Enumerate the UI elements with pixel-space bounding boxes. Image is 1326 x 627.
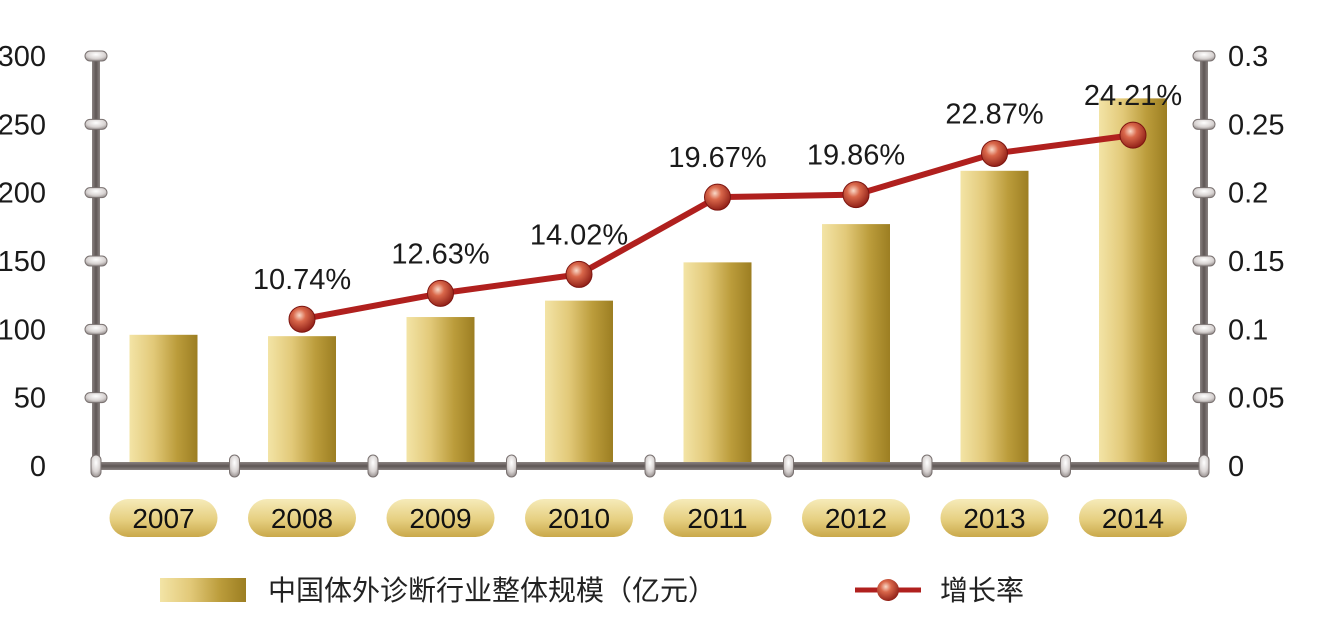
left-tick-labels: 0 50 100 150 200 250 300 bbox=[0, 41, 46, 483]
growth-marker-2008 bbox=[288, 305, 316, 333]
growth-label-2014: 24.21% bbox=[1084, 80, 1182, 112]
x-axis-knob bbox=[1198, 454, 1210, 478]
year-pill-2014: 2014 bbox=[1079, 499, 1187, 537]
year-pill-2011: 2011 bbox=[663, 499, 772, 537]
legend-line-label: 增长率 bbox=[940, 574, 1024, 607]
bar-2012 bbox=[822, 224, 890, 466]
growth-line-group: 10.74% 12.63% 14.02% 19.67% 19.86% 22.87% 24.2… bbox=[253, 80, 1182, 333]
left-tick-label: 0 bbox=[30, 451, 46, 483]
growth-marker-2009 bbox=[427, 279, 454, 307]
legend-bar-swatch bbox=[160, 578, 246, 602]
x-axis-knob bbox=[921, 454, 933, 478]
growth-label-2013: 22.87% bbox=[945, 98, 1043, 130]
right-tick-label: 0.1 bbox=[1228, 314, 1268, 346]
right-axis-knob bbox=[1192, 255, 1216, 267]
year-pill-bg bbox=[1079, 499, 1187, 537]
year-label: 2011 bbox=[687, 503, 747, 534]
year-pill-2010: 2010 bbox=[525, 499, 633, 537]
growth-marker-2012 bbox=[842, 181, 870, 209]
year-pill-bg bbox=[525, 499, 633, 537]
x-axis-knob bbox=[229, 454, 240, 478]
x-axis-knob bbox=[506, 454, 517, 478]
right-tick-label: 0.25 bbox=[1228, 109, 1284, 141]
left-axis-knob bbox=[84, 255, 108, 267]
growth-marker-2011 bbox=[704, 183, 731, 211]
bar-2014 bbox=[1099, 98, 1167, 466]
x-axis-knob bbox=[783, 454, 794, 478]
left-axis-knob bbox=[84, 187, 108, 199]
x-axis-knob bbox=[644, 454, 656, 478]
year-pill-2008: 2008 bbox=[248, 499, 356, 537]
left-tick-label: 100 bbox=[0, 314, 46, 346]
bar-2007 bbox=[129, 334, 198, 466]
year-label: 2008 bbox=[271, 503, 333, 534]
year-labels: 2007 2008 2009 2010 2011 2012 2013 2014 bbox=[109, 499, 1187, 537]
year-pill-2007: 2007 bbox=[109, 499, 218, 537]
year-pill-2012: 2012 bbox=[802, 499, 910, 537]
right-tick-label: 0.3 bbox=[1228, 41, 1268, 73]
left-axis-knob bbox=[84, 392, 108, 404]
right-tick-label: 0.2 bbox=[1228, 178, 1268, 210]
year-label: 2007 bbox=[132, 503, 194, 534]
year-label: 2012 bbox=[825, 503, 887, 534]
year-label: 2013 bbox=[963, 503, 1025, 534]
x-axis-knob bbox=[367, 454, 379, 478]
right-tick-labels: 0 0.05 0.1 0.15 0.2 0.25 0.3 bbox=[1228, 41, 1284, 483]
left-tick-label: 150 bbox=[0, 246, 46, 278]
bar-2013 bbox=[960, 170, 1029, 467]
year-pill-bg bbox=[663, 499, 772, 537]
right-axis-knob bbox=[1192, 118, 1216, 130]
right-axis-knob bbox=[1192, 50, 1216, 62]
growth-label-2011: 19.67% bbox=[668, 142, 766, 174]
right-tick-label: 0.05 bbox=[1228, 383, 1284, 415]
bar-2010 bbox=[545, 300, 613, 466]
x-axis-knob bbox=[1060, 454, 1071, 478]
year-pill-bg bbox=[109, 499, 218, 537]
axis-caps-group bbox=[84, 50, 1216, 478]
growth-label-2010: 14.02% bbox=[530, 219, 628, 251]
growth-marker-2013 bbox=[981, 139, 1008, 167]
left-axis-knob bbox=[84, 323, 108, 335]
legend-bar-label: 中国体外诊断行业整体规模（亿元） bbox=[268, 574, 716, 607]
right-axis-knob bbox=[1192, 392, 1216, 404]
growth-marker-2014 bbox=[1119, 121, 1147, 149]
year-label: 2014 bbox=[1102, 503, 1164, 534]
bars-group bbox=[129, 98, 1167, 467]
bar-2008 bbox=[268, 336, 336, 466]
right-axis-knob bbox=[1192, 323, 1216, 335]
year-pill-2009: 2009 bbox=[386, 499, 495, 537]
year-pill-bg bbox=[802, 499, 910, 537]
right-tick-label: 0 bbox=[1228, 451, 1244, 483]
left-axis-knob bbox=[84, 118, 108, 130]
left-axis-knob bbox=[84, 50, 108, 62]
left-tick-label: 300 bbox=[0, 41, 46, 73]
year-label: 2009 bbox=[409, 503, 471, 534]
year-pill-bg bbox=[940, 499, 1049, 537]
left-tick-label: 50 bbox=[14, 383, 46, 415]
year-pill-bg bbox=[386, 499, 495, 537]
growth-label-2012: 19.86% bbox=[807, 140, 905, 172]
right-tick-label: 0.15 bbox=[1228, 246, 1284, 278]
growth-label-2008: 10.74% bbox=[253, 264, 351, 296]
year-label: 2010 bbox=[548, 503, 610, 534]
legend: 中国体外诊断行业整体规模（亿元） 增长率 bbox=[160, 574, 1024, 607]
bar-2011 bbox=[683, 262, 752, 466]
bar-2009 bbox=[406, 317, 475, 466]
legend-line-marker bbox=[877, 579, 899, 601]
growth-marker-2010 bbox=[565, 260, 593, 288]
left-tick-label: 200 bbox=[0, 178, 46, 210]
x-axis-knob bbox=[90, 454, 102, 478]
growth-label-2009: 12.63% bbox=[391, 238, 489, 270]
year-pill-2013: 2013 bbox=[940, 499, 1049, 537]
year-pill-bg bbox=[248, 499, 356, 537]
left-tick-label: 250 bbox=[0, 109, 46, 141]
right-axis-knob bbox=[1192, 187, 1216, 199]
